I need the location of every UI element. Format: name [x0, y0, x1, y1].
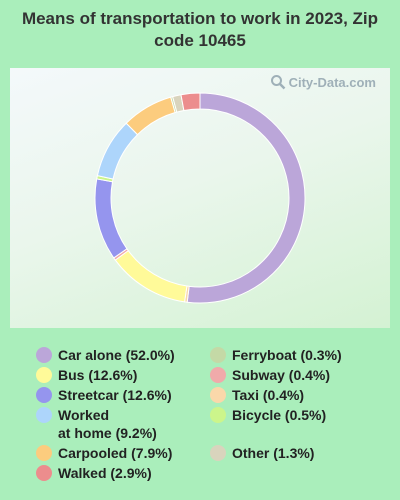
legend-swatch [210, 445, 226, 461]
slice-walked [180, 92, 201, 112]
legend-swatch [36, 445, 52, 461]
legend-swatch [210, 387, 226, 403]
slice-carpooled [125, 96, 176, 136]
slice-worked-at-home [96, 122, 139, 180]
slice-car-alone [186, 92, 306, 304]
watermark: City-Data.com [270, 74, 376, 90]
legend-swatch [36, 465, 52, 481]
donut-chart [94, 92, 306, 304]
chart-title: Means of transportation to work in 2023,… [21, 9, 379, 50]
legend-swatch [36, 367, 52, 383]
slice-streetcar [94, 178, 128, 259]
legend-swatch [210, 407, 226, 423]
watermark-text: City-Data.com [288, 74, 376, 90]
legend-swatch [210, 347, 226, 363]
legend-swatch [36, 387, 52, 403]
legend-swatch [210, 367, 226, 383]
legend-swatch [36, 347, 52, 363]
slice-bus [114, 249, 188, 303]
magnifier-icon [270, 75, 285, 90]
plot-area: City-Data.com [10, 68, 390, 328]
legend-swatch [36, 407, 52, 423]
